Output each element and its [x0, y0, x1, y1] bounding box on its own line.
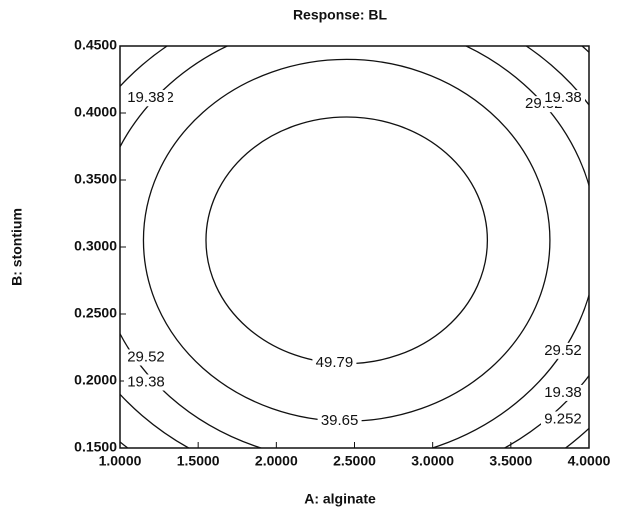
- contour-label-bg: [541, 342, 585, 359]
- x-tick-label: 1.0000: [99, 453, 142, 469]
- contour-label: 49.79: [316, 354, 354, 371]
- y-tick-label: 0.2500: [74, 305, 117, 321]
- contour-label-bg: [124, 349, 168, 366]
- x-tick-label: 3.0000: [411, 453, 454, 469]
- contour-label-bg: [317, 413, 362, 430]
- contour-label-bg: [541, 411, 585, 428]
- contour-label-bg: [124, 374, 168, 391]
- y-tick-label: 0.3000: [74, 238, 117, 254]
- contour-label: 29.52: [127, 348, 165, 365]
- x-axis-title: A: alginate: [304, 491, 376, 507]
- contour-label: 19.38: [544, 384, 582, 401]
- contour-label-bg: [124, 90, 168, 107]
- x-tick-label: 4.0000: [568, 453, 611, 469]
- x-tick-label: 2.5000: [333, 453, 376, 469]
- chart-title: Response: BL: [293, 7, 388, 23]
- y-axis-title: B: stontium: [9, 208, 25, 286]
- contour-label: 19.38: [127, 373, 165, 390]
- x-tick-label: 3.5000: [489, 453, 532, 469]
- y-tick-label: 0.1500: [74, 439, 117, 455]
- y-tick-label: 0.4000: [74, 104, 117, 120]
- contour-label: 29.52: [544, 342, 582, 359]
- y-tick-label: 0.3500: [74, 171, 117, 187]
- contour-label-bg: [312, 355, 357, 372]
- contour-label: 19.38: [544, 89, 582, 106]
- x-tick-label: 1.5000: [177, 453, 220, 469]
- contour-line: [120, 46, 589, 448]
- contour-label: 19.38: [127, 89, 165, 106]
- contour-label-bg: [541, 90, 585, 107]
- y-tick-label: 0.2000: [74, 372, 117, 388]
- contour-label-bg: [541, 384, 585, 401]
- plot-frame: [119, 45, 590, 449]
- y-tick-label: 0.4500: [74, 37, 117, 53]
- contour-line: [205, 116, 489, 365]
- contour-label: 39.65: [321, 412, 359, 429]
- x-tick-label: 2.0000: [255, 453, 298, 469]
- contour-label: 9.252: [544, 410, 582, 427]
